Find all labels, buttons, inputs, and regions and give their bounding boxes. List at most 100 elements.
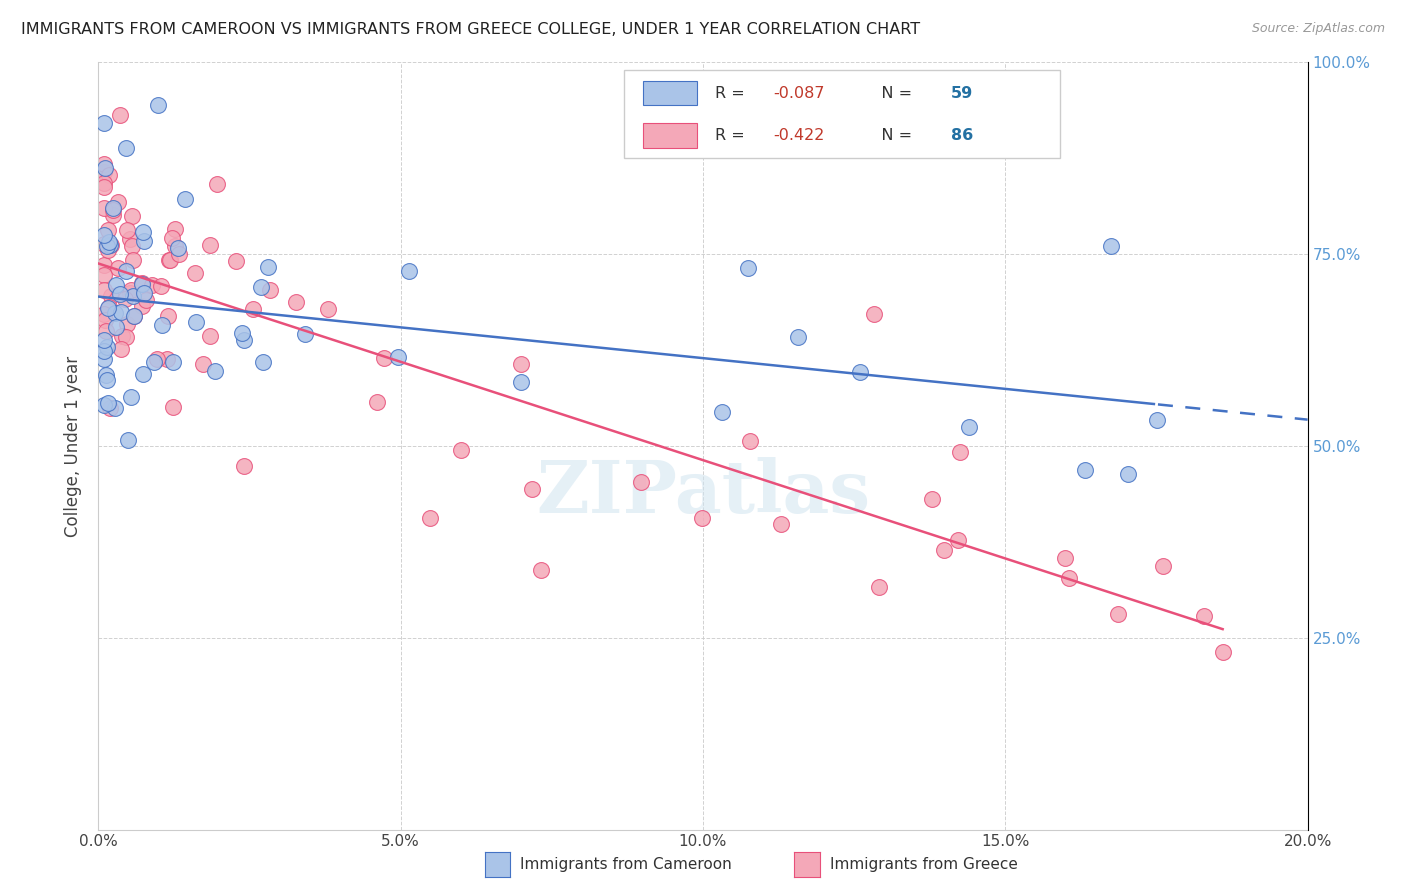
Point [233, 458, 256, 473]
Point [117, 317, 139, 331]
Point [111, 328, 134, 343]
Point [108, 108, 131, 122]
Point [450, 442, 472, 457]
Point [1152, 559, 1174, 574]
Point [200, 238, 222, 252]
Point [110, 304, 132, 318]
Point [1212, 645, 1234, 659]
Point [316, 301, 339, 316]
Point [949, 444, 972, 458]
Point [630, 475, 652, 489]
Point [162, 400, 184, 414]
Point [93, 237, 115, 252]
Text: -0.087: -0.087 [773, 86, 825, 101]
Point [173, 192, 195, 206]
Point [101, 203, 124, 218]
Point [110, 342, 132, 356]
Point [135, 293, 157, 307]
Point [104, 401, 127, 415]
Point [124, 310, 146, 324]
Point [737, 261, 759, 276]
Point [259, 283, 281, 297]
Point [104, 306, 127, 320]
Point [252, 355, 274, 369]
Point [184, 315, 207, 329]
Point [93, 351, 115, 366]
Point [131, 277, 153, 291]
Point [366, 395, 388, 409]
Point [163, 221, 186, 235]
Point [93, 116, 115, 130]
Point [122, 309, 145, 323]
Text: 59: 59 [950, 86, 973, 101]
Point [131, 276, 153, 290]
Point [146, 98, 169, 112]
Point [387, 351, 409, 365]
Point [93, 165, 115, 179]
Point [957, 420, 980, 434]
Point [100, 237, 122, 252]
Point [149, 278, 172, 293]
Point [122, 289, 145, 303]
Point [96, 373, 118, 387]
Point [143, 355, 166, 369]
Point [121, 210, 143, 224]
Point [849, 366, 872, 380]
Point [191, 357, 214, 371]
Point [200, 329, 222, 343]
Y-axis label: College, Under 1 year: College, Under 1 year [65, 355, 83, 537]
Point [159, 253, 181, 268]
Point [131, 300, 153, 314]
Point [145, 351, 167, 366]
Text: Immigrants from Greece: Immigrants from Greece [830, 857, 1018, 871]
Point [150, 318, 173, 332]
Text: Immigrants from Cameroon: Immigrants from Cameroon [520, 857, 733, 871]
Point [162, 231, 184, 245]
Text: R =: R = [716, 128, 749, 143]
Text: -0.422: -0.422 [773, 128, 824, 143]
Point [96, 239, 118, 253]
Point [131, 367, 153, 381]
Point [115, 264, 138, 278]
Point [114, 141, 136, 155]
Point [509, 376, 531, 390]
Point [520, 483, 543, 497]
Point [1057, 571, 1080, 585]
Point [156, 351, 179, 366]
Point [233, 333, 256, 347]
Point [225, 254, 247, 268]
Point [157, 309, 180, 323]
Point [692, 510, 714, 524]
FancyBboxPatch shape [643, 123, 697, 148]
Point [769, 517, 792, 532]
Point [1146, 412, 1168, 426]
Point [1053, 551, 1076, 566]
Point [868, 580, 890, 594]
Point [93, 180, 115, 194]
Point [1099, 238, 1122, 252]
Point [786, 330, 808, 344]
Point [93, 201, 115, 215]
Point [98, 237, 121, 252]
Point [107, 261, 129, 276]
Text: ZIPatlas: ZIPatlas [536, 457, 870, 527]
Point [93, 283, 115, 297]
Point [118, 232, 141, 246]
Point [117, 434, 139, 448]
Point [93, 258, 115, 272]
Point [96, 340, 118, 354]
Point [231, 326, 253, 340]
Point [93, 157, 115, 171]
Point [257, 260, 280, 274]
Point [205, 177, 228, 191]
Point [162, 355, 184, 369]
Point [285, 295, 308, 310]
Point [121, 252, 143, 267]
Point [107, 195, 129, 210]
Point [1074, 463, 1097, 477]
Point [94, 368, 117, 383]
Point [862, 307, 884, 321]
Point [93, 307, 115, 321]
Point [100, 289, 122, 303]
Point [97, 301, 120, 315]
